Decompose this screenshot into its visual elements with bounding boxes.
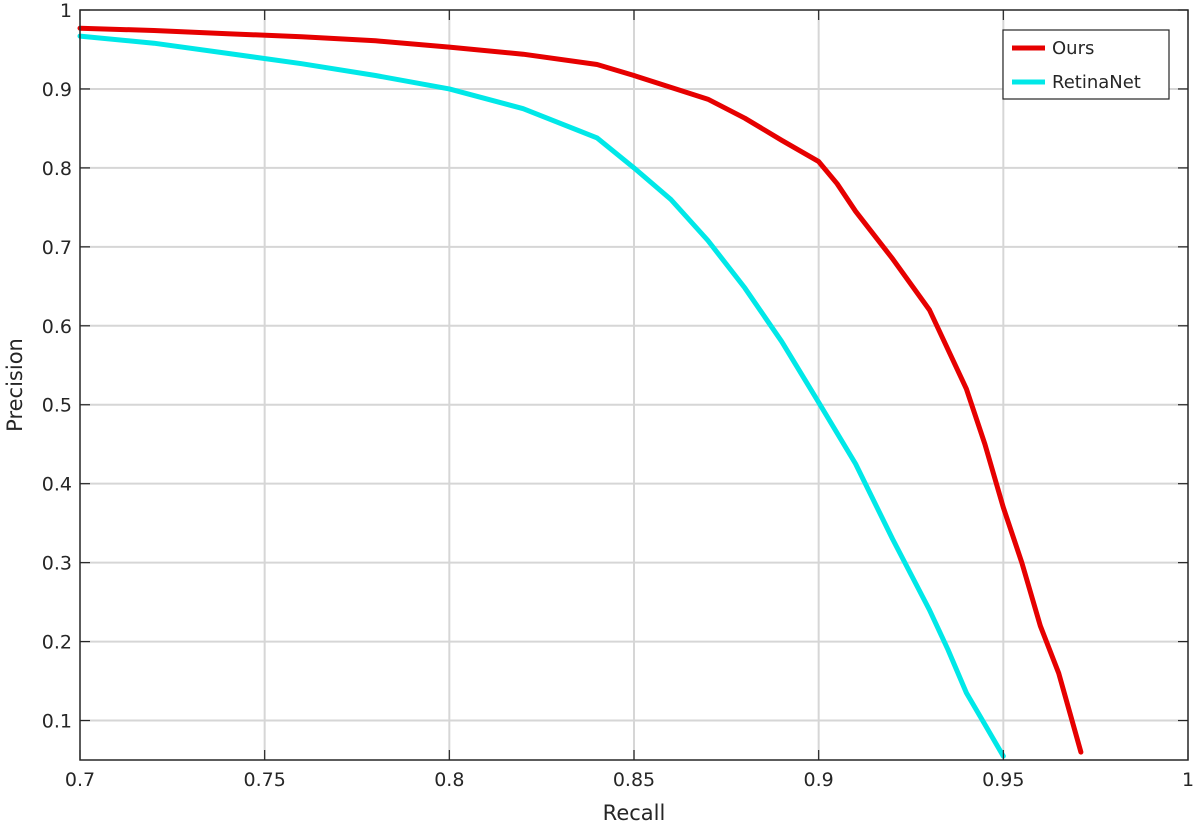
x-tick-label: 0.7	[65, 769, 95, 791]
legend-label-retinanet: RetinaNet	[1052, 72, 1141, 93]
grid-lines	[80, 10, 1188, 760]
x-tick-label: 0.75	[244, 769, 286, 791]
axis-ticks	[79, 9, 1189, 760]
y-tick-label: 0.2	[42, 632, 72, 654]
legend: Ours RetinaNet	[1002, 29, 1170, 100]
y-tick-labels: 0.1 0.2 0.3 0.4 0.5 0.6 0.7 0.8 0.9 1	[42, 0, 72, 733]
y-tick-label: 0.1	[42, 711, 72, 733]
series-line-ours	[77, 25, 1084, 755]
y-tick-label: 0.7	[42, 237, 72, 259]
y-tick-label: 0.6	[42, 316, 72, 338]
y-tick-label: 0.3	[42, 553, 72, 575]
x-tick-label: 0.95	[982, 769, 1024, 791]
series-line-retinanet	[77, 33, 1006, 759]
y-tick-label: 0.4	[42, 474, 72, 496]
x-tick-label: 1	[1182, 769, 1194, 791]
x-axis-label: Recall	[603, 801, 666, 825]
y-tick-label: 0.9	[42, 79, 72, 101]
x-tick-label: 0.9	[804, 769, 834, 791]
x-tick-label: 0.85	[613, 769, 655, 791]
x-tick-labels: 0.7 0.75 0.8 0.85 0.9 0.95 1	[65, 769, 1194, 791]
y-tick-label: 0.8	[42, 158, 72, 180]
legend-label-ours: Ours	[1052, 38, 1094, 59]
series-lines	[77, 25, 1084, 759]
y-tick-label: 1	[60, 0, 72, 22]
legend-box	[1002, 29, 1170, 100]
y-tick-label: 0.5	[42, 395, 72, 417]
x-tick-label: 0.8	[434, 769, 464, 791]
y-axis-label: Precision	[3, 338, 27, 432]
